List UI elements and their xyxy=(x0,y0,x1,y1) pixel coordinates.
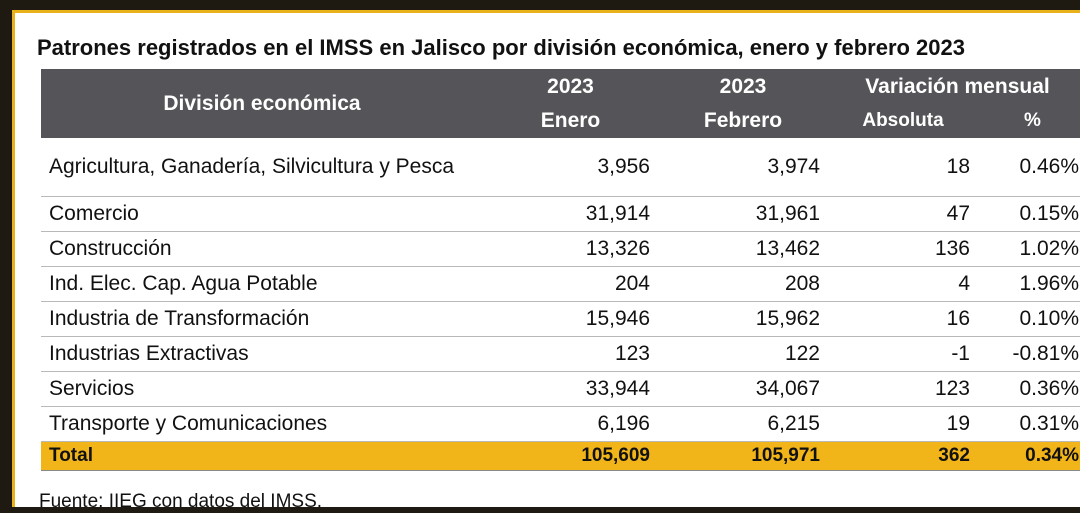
table-row: Construcción 13,326 13,462 136 1.02% xyxy=(41,231,1080,267)
row-jan-value: 15,946 xyxy=(483,301,658,337)
row-abs-variation: 18 xyxy=(828,138,978,197)
row-jan-value: 123 xyxy=(483,336,658,372)
table-row: Ind. Elec. Cap. Agua Potable 204 208 4 1… xyxy=(41,266,1080,302)
table-row: Comercio 31,914 31,961 47 0.15% xyxy=(41,196,1080,232)
row-jan-value: 33,944 xyxy=(483,371,658,407)
total-row: Total 105,609 105,971 362 0.34% xyxy=(41,441,1080,471)
table-row: Servicios 33,944 34,067 123 0.36% xyxy=(41,371,1080,407)
row-jan-value: 3,956 xyxy=(483,138,658,197)
row-pct-variation: 0.10% xyxy=(978,301,1080,337)
row-feb-value: 13,462 xyxy=(658,231,828,267)
header-variation: Variación mensual xyxy=(828,69,1080,104)
total-label: Total xyxy=(41,441,483,471)
row-pct-variation: 0.31% xyxy=(978,406,1080,442)
row-jan-value: 13,326 xyxy=(483,231,658,267)
row-feb-value: 208 xyxy=(658,266,828,302)
row-abs-variation: 47 xyxy=(828,196,978,232)
table-row: Agricultura, Ganadería, Silvicultura y P… xyxy=(41,138,1080,197)
row-abs-variation: 4 xyxy=(828,266,978,302)
row-division-name: Construcción xyxy=(41,231,483,267)
row-feb-value: 6,215 xyxy=(658,406,828,442)
row-abs-variation: 16 xyxy=(828,301,978,337)
row-division-name: Servicios xyxy=(41,371,483,407)
row-abs-variation: 136 xyxy=(828,231,978,267)
row-pct-variation: 0.36% xyxy=(978,371,1080,407)
total-jan-value: 105,609 xyxy=(483,441,658,471)
total-abs-variation: 362 xyxy=(828,441,978,471)
total-pct-variation: 0.34% xyxy=(978,441,1080,471)
row-pct-variation: 1.96% xyxy=(978,266,1080,302)
row-jan-value: 6,196 xyxy=(483,406,658,442)
table-header: División económica 2023 2023 Variación m… xyxy=(41,69,1080,138)
table-row: Industrias Extractivas 123 122 -1 -0.81% xyxy=(41,336,1080,372)
row-pct-variation: 1.02% xyxy=(978,231,1080,267)
header-feb-month: Febrero xyxy=(658,104,828,138)
row-pct-variation: -0.81% xyxy=(978,336,1080,372)
row-jan-value: 31,914 xyxy=(483,196,658,232)
row-abs-variation: 123 xyxy=(828,371,978,407)
total-feb-value: 105,971 xyxy=(658,441,828,471)
row-abs-variation: -1 xyxy=(828,336,978,372)
employers-table: División económica 2023 2023 Variación m… xyxy=(41,69,1080,471)
row-feb-value: 122 xyxy=(658,336,828,372)
row-pct-variation: 0.46% xyxy=(978,138,1080,197)
table-row: Industria de Transformación 15,946 15,96… xyxy=(41,301,1080,337)
header-percent: % xyxy=(978,104,1080,138)
header-division: División económica xyxy=(41,69,483,138)
row-division-name: Transporte y Comunicaciones xyxy=(41,406,483,442)
row-feb-value: 3,974 xyxy=(658,138,828,197)
row-division-name: Ind. Elec. Cap. Agua Potable xyxy=(41,266,483,302)
table-title: Patrones registrados en el IMSS en Jalis… xyxy=(37,35,965,60)
header-feb-year: 2023 xyxy=(658,69,828,104)
header-jan-month: Enero xyxy=(483,104,658,138)
row-abs-variation: 19 xyxy=(828,406,978,442)
row-feb-value: 15,962 xyxy=(658,301,828,337)
header-absolute: Absoluta xyxy=(828,104,978,138)
row-feb-value: 34,067 xyxy=(658,371,828,407)
row-division-name: Industria de Transformación xyxy=(41,301,483,337)
row-division-name: Agricultura, Ganadería, Silvicultura y P… xyxy=(41,138,483,197)
document-page: Patrones registrados en el IMSS en Jalis… xyxy=(12,10,1080,512)
row-division-name: Industrias Extractivas xyxy=(41,336,483,372)
row-jan-value: 204 xyxy=(483,266,658,302)
source-note: Fuente: IIEG con datos del IMSS. xyxy=(39,491,323,512)
header-jan-year: 2023 xyxy=(483,69,658,104)
row-pct-variation: 0.15% xyxy=(978,196,1080,232)
row-division-name: Comercio xyxy=(41,196,483,232)
row-feb-value: 31,961 xyxy=(658,196,828,232)
table-row: Transporte y Comunicaciones 6,196 6,215 … xyxy=(41,406,1080,442)
